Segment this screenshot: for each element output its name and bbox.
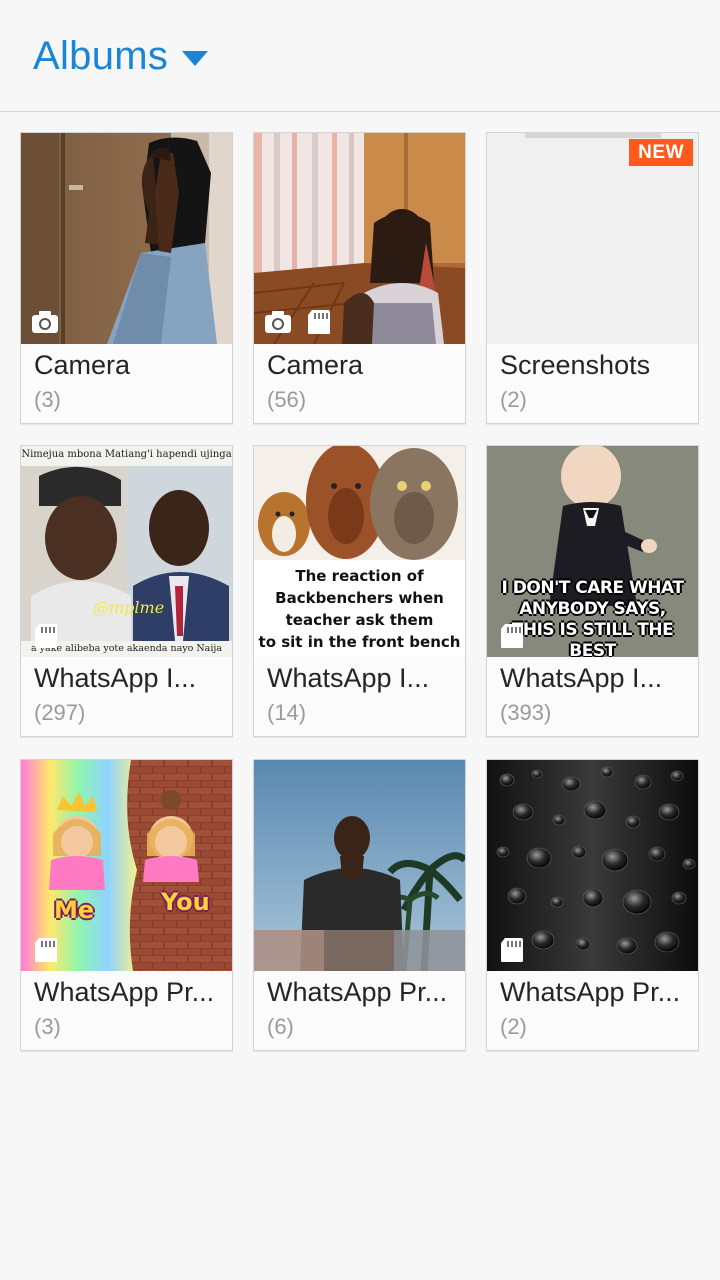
album-thumbnail: Nimejua mbona Matiang'i hapendi ujinga a… xyxy=(21,446,232,657)
album-count: (2) xyxy=(500,1014,527,1039)
page-title: Albums xyxy=(33,34,169,78)
album-name: Screenshots xyxy=(500,350,651,380)
sd-card-icon xyxy=(501,624,523,648)
album-thumbnail xyxy=(254,760,465,971)
album-card-camera[interactable]: Camera (3) xyxy=(20,132,233,424)
album-card-whatsapp-profile[interactable]: WhatsApp Pr... (6) xyxy=(253,759,466,1051)
album-thumbnail: I DON'T CARE WHAT ANYBODY SAYS, THIS IS … xyxy=(487,446,698,657)
album-thumbnail xyxy=(21,133,232,344)
album-thumbnail: The reaction of Backbenchers when teache… xyxy=(254,446,465,657)
album-name: WhatsApp Pr... xyxy=(500,977,681,1007)
album-name: WhatsApp I... xyxy=(34,663,197,693)
album-name: WhatsApp I... xyxy=(500,663,663,693)
camera-icon xyxy=(32,311,58,333)
album-thumbnail: Me You xyxy=(21,760,232,971)
album-card-whatsapp-profile[interactable]: WhatsApp Pr... (2) xyxy=(486,759,699,1051)
album-card-whatsapp-images[interactable]: I DON'T CARE WHAT ANYBODY SAYS, THIS IS … xyxy=(486,445,699,737)
album-card-camera[interactable]: Camera (56) xyxy=(253,132,466,424)
album-count: (14) xyxy=(267,700,307,725)
sd-card-icon xyxy=(35,624,57,648)
albums-dropdown[interactable]: Albums xyxy=(33,34,209,79)
meme-top-text: Nimejua mbona Matiang'i hapendi ujinga xyxy=(21,446,232,466)
album-name: Camera xyxy=(34,350,131,380)
sd-card-icon xyxy=(308,310,330,334)
album-thumbnail xyxy=(487,760,698,971)
album-name: WhatsApp I... xyxy=(267,663,430,693)
app-header: Albums xyxy=(0,0,720,112)
meme-caption: The reaction of Backbenchers when teache… xyxy=(254,560,465,657)
album-count: (2) xyxy=(500,387,527,412)
meme-bottom-text: a yake alibeba yote akaenda nayo Naija xyxy=(21,641,232,657)
camera-icon xyxy=(265,311,291,333)
emoji-label-you: You xyxy=(161,888,210,916)
album-card-whatsapp-profile[interactable]: Me You WhatsApp Pr... (3) xyxy=(20,759,233,1051)
album-name: WhatsApp Pr... xyxy=(34,977,215,1007)
album-card-whatsapp-images[interactable]: Nimejua mbona Matiang'i hapendi ujinga a… xyxy=(20,445,233,737)
new-badge: NEW xyxy=(629,139,693,166)
album-card-whatsapp-images[interactable]: The reaction of Backbenchers when teache… xyxy=(253,445,466,737)
album-count: (297) xyxy=(34,700,86,725)
album-thumbnail xyxy=(254,133,465,344)
sd-card-icon xyxy=(35,938,57,962)
meme-caption: I DON'T CARE WHAT ANYBODY SAYS, THIS IS … xyxy=(501,578,684,657)
album-count: (56) xyxy=(267,387,307,412)
album-thumbnail: NEW xyxy=(487,133,698,344)
meme-watermark: @mplme xyxy=(93,598,165,617)
emoji-label-me: Me xyxy=(54,896,95,924)
album-card-screenshots[interactable]: NEW Screenshots (2) xyxy=(486,132,699,424)
album-count: (6) xyxy=(267,1014,294,1039)
album-count: (3) xyxy=(34,1014,61,1039)
album-count: (393) xyxy=(500,700,552,725)
album-count: (3) xyxy=(34,387,61,412)
chevron-down-icon xyxy=(182,51,209,66)
album-name: WhatsApp Pr... xyxy=(267,977,448,1007)
sd-card-icon xyxy=(501,938,523,962)
album-name: Camera xyxy=(267,350,364,380)
